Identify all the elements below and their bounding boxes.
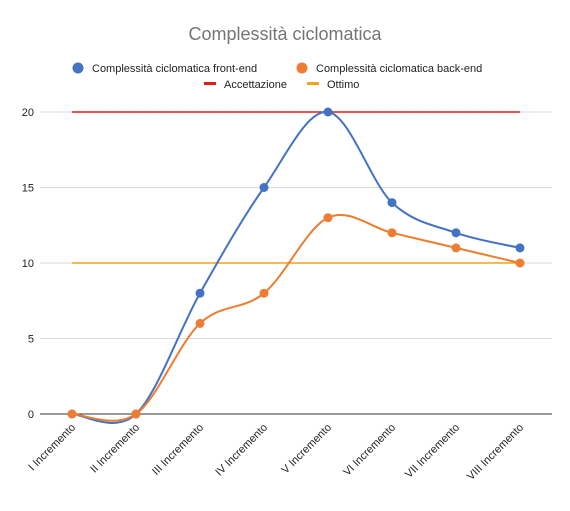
x-axis-ticks: I Incremento II Incremento III Incremento I…: [26, 422, 526, 483]
data-point: [451, 228, 461, 238]
series-0: [67, 107, 525, 424]
series-1: [67, 213, 525, 422]
data-point: [195, 288, 205, 298]
data-point: [323, 213, 333, 223]
data-point: [323, 107, 333, 117]
data-point: [515, 243, 525, 253]
x-tick-label: I Incremento: [26, 422, 78, 474]
x-tick-label: IV Incremento: [213, 422, 270, 479]
x-tick-label: VI Incremento: [341, 422, 398, 479]
legend-label: Ottimo: [327, 79, 359, 91]
series-line: [71, 213, 521, 422]
y-tick-label: 5: [28, 334, 34, 346]
legend-item: Complessità ciclomatica front-end: [72, 62, 257, 75]
data-point: [131, 409, 141, 419]
y-tick-label: 15: [22, 183, 34, 195]
x-tick-label: VII Incremento: [403, 422, 462, 481]
y-tick-label: 10: [22, 258, 34, 270]
data-point: [67, 409, 77, 419]
data-point: [259, 288, 269, 298]
y-tick-label: 0: [28, 409, 34, 421]
legend-swatch: [296, 62, 308, 74]
chart-title: Complessità ciclomatica: [188, 24, 382, 44]
data-point: [259, 183, 269, 192]
x-tick-label: V Incremento: [279, 422, 334, 477]
legend-swatch: [204, 82, 216, 85]
data-point: [451, 243, 461, 253]
legend-label: Accettazione: [224, 79, 287, 91]
legend-item: Complessità ciclomatica back-end: [296, 62, 482, 75]
y-axis-ticks: 0 5 10 15 20: [22, 107, 34, 421]
legend-item: Accettazione: [204, 79, 287, 91]
x-tick-label: VIII Incremento: [465, 422, 526, 483]
series-line: [71, 110, 521, 424]
legend: Complessità ciclomatica front-end Comples…: [72, 62, 482, 91]
x-tick-label: II Incremento: [88, 422, 142, 476]
legend-swatch: [72, 62, 84, 74]
x-tick-label: III Incremento: [150, 422, 206, 478]
data-point: [387, 198, 397, 208]
data-point: [387, 228, 397, 238]
legend-swatch: [307, 82, 319, 85]
y-tick-label: 20: [22, 107, 34, 119]
legend-label: Complessità ciclomatica back-end: [316, 63, 482, 75]
legend-label: Complessità ciclomatica front-end: [92, 63, 257, 75]
legend-item: Ottimo: [307, 79, 359, 91]
data-point: [195, 318, 205, 328]
series: [67, 107, 525, 424]
data-point: [515, 258, 525, 268]
